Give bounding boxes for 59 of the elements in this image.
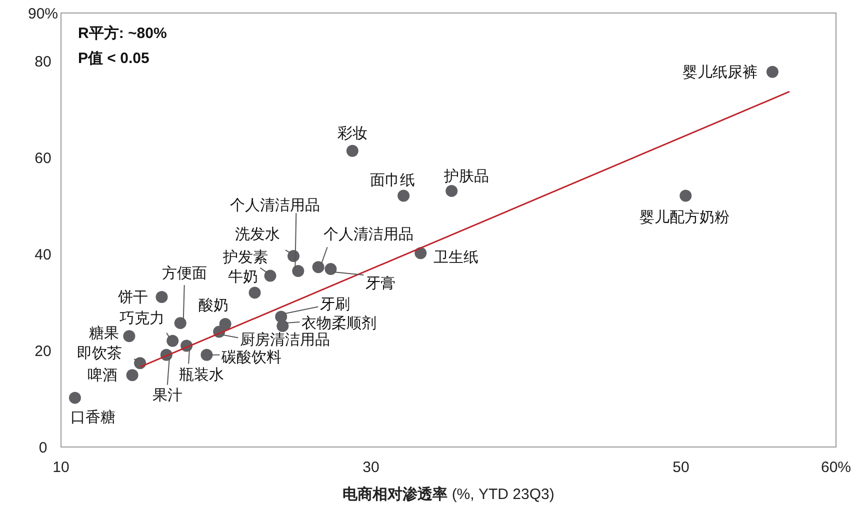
annotation: 护肤品 <box>443 168 490 185</box>
annotation: P值 < 0.05 <box>78 50 150 67</box>
point <box>248 286 261 299</box>
point <box>264 270 276 282</box>
x-tick-label: 50 <box>672 459 690 476</box>
point <box>156 291 168 304</box>
point <box>346 144 358 157</box>
annotation: 牛奶 <box>228 268 258 286</box>
point <box>126 369 138 382</box>
annotation: 卫生纸 <box>434 249 479 266</box>
annotation: 瓶装水 <box>179 366 224 384</box>
point <box>312 261 324 274</box>
point <box>446 184 458 197</box>
annotation: 糖果 <box>89 325 120 342</box>
y-tick-label: 0 <box>38 439 48 456</box>
annotation: 衣物柔顺剂 <box>302 314 377 332</box>
annotation: 护发素 <box>222 248 268 266</box>
y-tick-label: 20 <box>34 342 52 360</box>
annotation: 碳酸饮料 <box>220 348 282 366</box>
x-axis-title: 电商相对渗透率 (%, YTD 23Q3) <box>342 485 554 503</box>
annotation: 方便面 <box>162 265 207 282</box>
annotation: 即饮茶 <box>77 345 122 362</box>
annotation: 果汁 <box>152 386 182 404</box>
annotation: 婴儿纸尿裤 <box>682 64 758 81</box>
annotation: 啤酒 <box>87 367 118 384</box>
point <box>292 264 304 277</box>
annotation: 酸奶 <box>198 297 228 314</box>
annotation: 饼干 <box>116 289 148 306</box>
annotation: 婴儿配方奶粉 <box>640 208 730 226</box>
y-tick-label: 80 <box>34 53 52 70</box>
annotation: 个人清洁用品 <box>230 196 320 214</box>
point <box>276 320 289 332</box>
point <box>123 330 136 342</box>
y-tick-label: 40 <box>34 246 52 264</box>
annotation: 牙膏 <box>366 275 396 292</box>
y-tick-label: 60 <box>34 150 52 167</box>
annotation: 牙刷 <box>320 296 350 313</box>
point <box>68 392 81 404</box>
point <box>766 66 778 78</box>
annotation: 个人清洁用品 <box>323 226 414 244</box>
x-tick-label: 10 <box>52 459 70 476</box>
annotation: 彩妆 <box>337 124 368 142</box>
annotation: 厨房清洁用品 <box>240 332 330 349</box>
point <box>398 190 410 202</box>
annotation: 面巾纸 <box>370 172 416 189</box>
point <box>134 357 146 370</box>
annotation: 巧克力 <box>120 310 165 327</box>
x-tick-label: 60% <box>820 459 852 476</box>
point <box>166 334 179 347</box>
annotation: 洗发水 <box>235 226 280 244</box>
point <box>680 190 692 202</box>
y-tick-label: 90% <box>28 5 58 22</box>
point <box>200 348 213 361</box>
point <box>219 318 232 330</box>
annotation: 口香糖 <box>70 408 116 426</box>
point <box>174 317 186 330</box>
x-tick-label: 30 <box>362 459 380 476</box>
annotation: R平方: ~80% <box>78 24 167 42</box>
point <box>324 263 337 276</box>
